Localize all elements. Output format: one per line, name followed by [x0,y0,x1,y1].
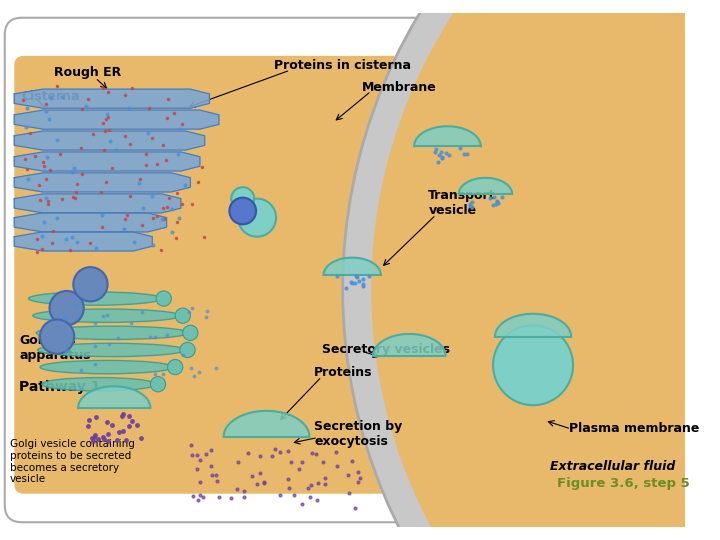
Polygon shape [324,258,381,275]
Circle shape [50,291,84,325]
Ellipse shape [36,326,189,340]
Polygon shape [78,386,150,408]
Ellipse shape [42,377,156,391]
Text: Secretion by
exocytosis: Secretion by exocytosis [314,420,402,448]
Text: Proteins in cisterna: Proteins in cisterna [274,59,411,72]
Text: Extracellular fluid: Extracellular fluid [550,460,675,472]
Text: Plasma membrane: Plasma membrane [570,422,700,435]
Polygon shape [459,178,512,194]
Circle shape [238,199,276,237]
Wedge shape [372,0,720,540]
Circle shape [150,376,166,392]
Circle shape [493,325,573,405]
Polygon shape [14,89,210,108]
Circle shape [40,320,74,354]
Wedge shape [343,0,720,540]
Circle shape [73,267,107,301]
Text: Figure 3.6, step 5: Figure 3.6, step 5 [557,477,690,490]
FancyBboxPatch shape [5,18,680,522]
Text: Pathway 1: Pathway 1 [19,380,101,394]
Polygon shape [224,411,310,436]
Polygon shape [14,232,153,251]
Polygon shape [373,334,446,356]
Circle shape [230,198,256,224]
Polygon shape [414,126,481,146]
Ellipse shape [37,343,185,356]
Polygon shape [14,194,181,213]
FancyBboxPatch shape [14,56,652,494]
Text: Rough ER: Rough ER [54,65,121,78]
Text: Golgi vesicle containing
proteins to be secreted
becomes a secretory
vesicle: Golgi vesicle containing proteins to be … [9,440,135,484]
Circle shape [183,325,198,340]
Text: Transport
vesicle: Transport vesicle [428,190,496,218]
Polygon shape [14,152,200,171]
Polygon shape [495,314,571,336]
Text: Proteins: Proteins [314,366,373,379]
Circle shape [175,308,190,323]
Circle shape [231,187,254,210]
Text: Membrane: Membrane [361,81,436,94]
Polygon shape [14,110,219,129]
Circle shape [156,291,171,306]
Text: Secretory vesicles: Secretory vesicles [322,342,450,355]
Polygon shape [14,213,166,232]
Circle shape [168,360,183,375]
Circle shape [180,342,195,357]
Ellipse shape [33,309,181,322]
Text: Cisterna: Cisterna [21,90,79,103]
Ellipse shape [40,360,174,374]
Ellipse shape [29,292,162,305]
Polygon shape [14,173,190,192]
Polygon shape [14,131,204,150]
Text: Golgi
apparatus: Golgi apparatus [19,334,91,362]
